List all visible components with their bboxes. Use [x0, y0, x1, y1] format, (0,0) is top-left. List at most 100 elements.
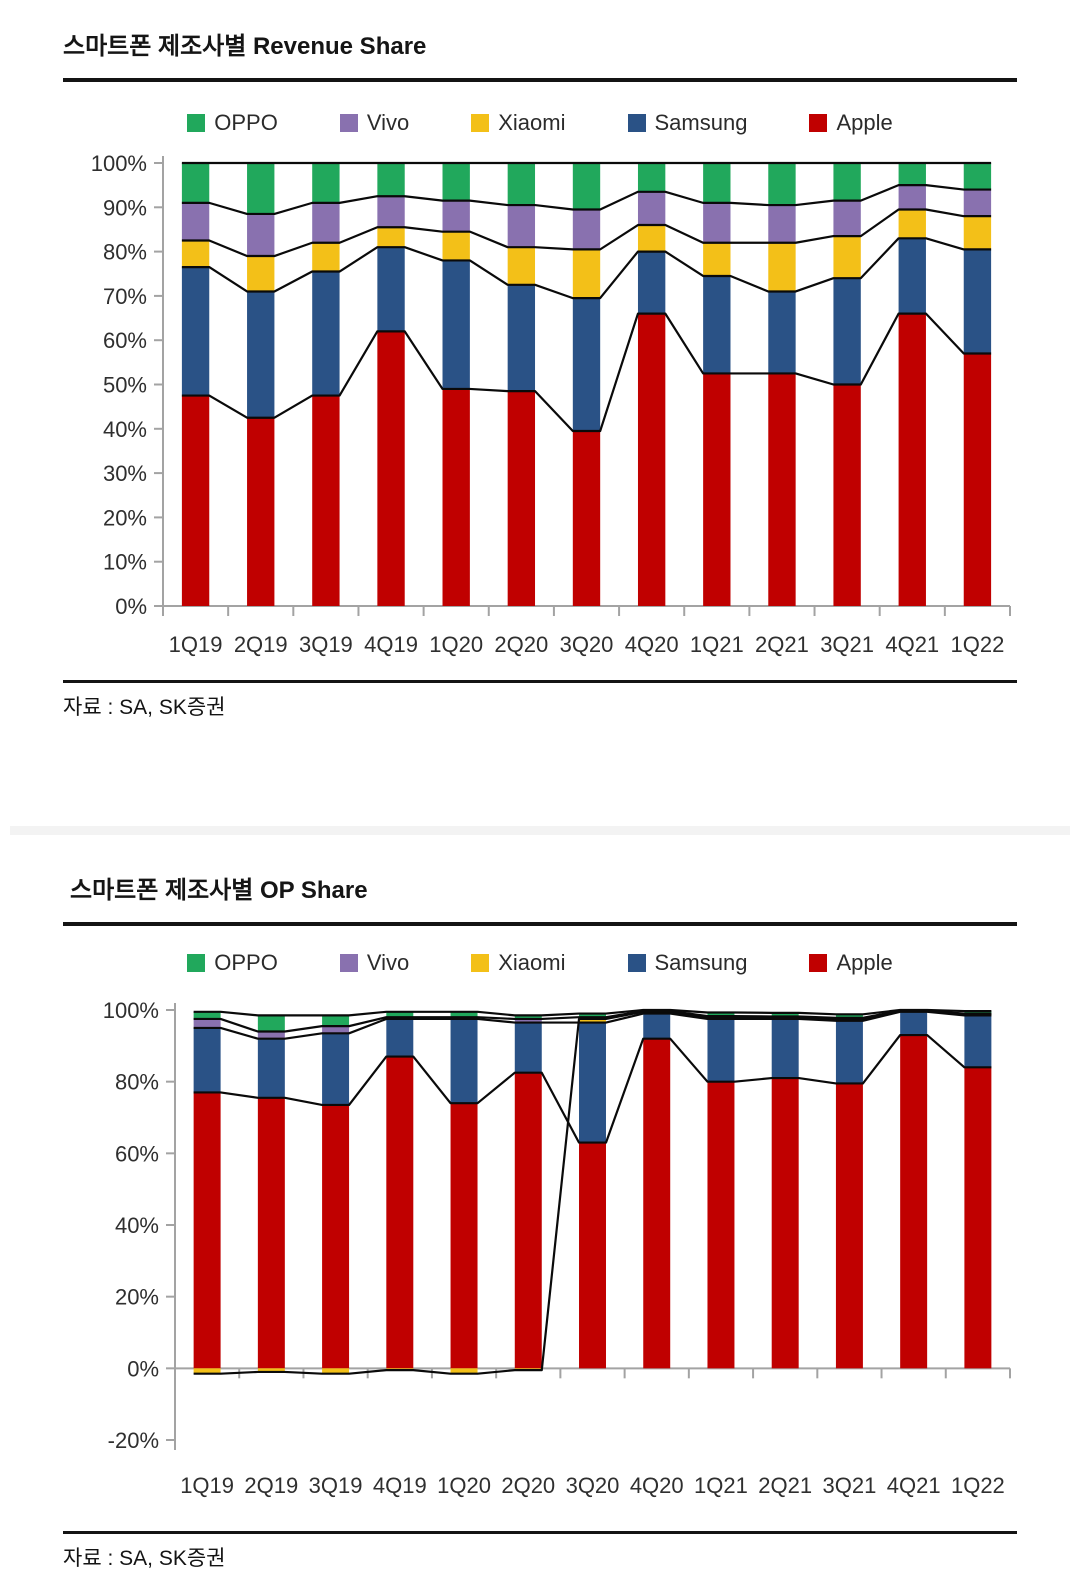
bar-segment — [835, 1083, 863, 1369]
bars-samsung — [181, 238, 992, 432]
bar-segment — [181, 163, 210, 203]
bar-segment — [507, 391, 536, 606]
bar-segment — [707, 1081, 735, 1369]
page-separator — [10, 826, 1070, 835]
op-chart-title: 스마트폰 제조사별 OP Share — [70, 877, 368, 904]
bar-segment — [898, 185, 926, 210]
bar-segment — [181, 267, 210, 396]
bar-segment — [637, 163, 666, 192]
x-tick-label: 2Q21 — [755, 632, 809, 657]
legend-item-apple: Apple — [809, 950, 893, 976]
bar-segment — [572, 163, 601, 210]
y-tick-label: 60% — [115, 1141, 159, 1166]
bar-segment — [833, 278, 861, 385]
bar-segment — [579, 1018, 606, 1023]
bar-segment — [514, 1015, 542, 1019]
legend-label: Apple — [836, 950, 893, 975]
x-tick-label: 2Q19 — [234, 632, 288, 657]
bar-segment — [964, 1015, 992, 1068]
legend-label: Samsung — [654, 110, 748, 135]
y-tick-label: 90% — [103, 195, 147, 220]
bar-segment — [507, 247, 536, 285]
y-tick-label: 80% — [115, 1070, 159, 1095]
x-tick-label: 4Q20 — [630, 1473, 684, 1498]
revenue-title-rule — [63, 78, 1017, 82]
y-axis-labels: -20% 0% 20% 40% 60% 80% 100% — [103, 998, 175, 1453]
y-tick-label: 50% — [103, 373, 147, 398]
bars-oppo — [181, 163, 992, 214]
x-tick-label: 4Q21 — [887, 1473, 941, 1498]
y-tick-label: 70% — [103, 284, 147, 309]
bar-segment — [450, 1368, 478, 1374]
legend-item-samsung: Samsung — [627, 110, 748, 136]
bar-segment — [247, 291, 275, 418]
bar-segment — [579, 1142, 606, 1369]
series-line-vivo — [181, 184, 992, 216]
bar-segment — [572, 249, 601, 299]
legend-item-xiaomi: Xiaomi — [471, 950, 566, 976]
legend-label: Xiaomi — [498, 110, 566, 135]
x-tick-label: 2Q19 — [244, 1473, 298, 1498]
x-tick-label: 1Q20 — [437, 1473, 491, 1498]
bar-segment — [898, 238, 926, 314]
legend-label: Samsung — [654, 950, 748, 975]
x-tick-label: 3Q21 — [820, 632, 874, 657]
revenue-source-rule — [63, 680, 1017, 683]
y-tick-label: 0% — [115, 594, 147, 619]
bar-segment — [247, 163, 275, 214]
legend-label: OPPO — [214, 110, 278, 135]
bar-segment — [579, 1013, 606, 1018]
y-axis-labels: 0% 10% 20% 30% 40% 50% 60% 70% 80% 90% 100% — [91, 151, 163, 619]
op-chart-legend: OPPO Vivo Xiaomi Samsung Apple — [63, 950, 1017, 976]
series-line-oppo — [193, 1008, 992, 1017]
bar-segment — [964, 1067, 992, 1369]
x-tick-label: 1Q21 — [690, 632, 744, 657]
bar-segment — [312, 271, 340, 396]
bar-segment — [257, 1038, 285, 1098]
bar-segment — [833, 200, 861, 237]
bar-segment — [450, 1103, 478, 1369]
series-line-samsung — [193, 1010, 992, 1040]
revenue-chart-title: 스마트폰 제조사별 Revenue Share — [63, 33, 427, 60]
bar-segment — [835, 1014, 863, 1018]
bar-segment — [771, 1012, 799, 1017]
bar-segment — [771, 1078, 799, 1369]
bar-segment — [507, 205, 536, 248]
bar-segment — [703, 242, 731, 276]
legend-chip-apple — [809, 114, 828, 132]
bar-segment — [193, 1368, 221, 1374]
bar-segment — [835, 1020, 863, 1084]
x-tick-label: 2Q20 — [501, 1473, 555, 1498]
bar-segment — [312, 163, 340, 203]
y-tick-label: 0% — [127, 1356, 159, 1381]
x-tick-label: 3Q19 — [299, 632, 353, 657]
x-axis-labels: 1Q19 2Q19 3Q19 4Q19 1Q20 2Q20 3Q20 4Q20 1Q21 2Q21… — [169, 632, 1005, 657]
bar-segment — [963, 216, 992, 250]
bar-segment — [643, 1013, 671, 1039]
legend-chip-oppo — [187, 954, 206, 972]
legend-chip-samsung — [627, 954, 646, 972]
bar-segment — [643, 1038, 671, 1369]
series-line-vivo — [193, 1009, 992, 1033]
bar-segment — [637, 313, 666, 606]
y-tick-label: 10% — [103, 550, 147, 575]
bar-segment — [898, 163, 926, 186]
legend-chip-xiaomi — [471, 954, 490, 972]
bar-segment — [257, 1097, 285, 1369]
legend-label: OPPO — [214, 950, 278, 975]
legend-chip-oppo — [187, 114, 206, 132]
bars-apple — [181, 313, 992, 606]
bar-segment — [833, 236, 861, 279]
bar-segment — [442, 231, 470, 261]
bar-segment — [322, 1368, 350, 1374]
legend-chip-samsung — [627, 114, 646, 132]
bar-segment — [768, 373, 796, 606]
bars-samsung — [193, 1011, 992, 1143]
legend-label: Vivo — [366, 110, 410, 135]
bars-xiaomi — [181, 209, 992, 299]
legend-chip-xiaomi — [471, 114, 490, 132]
bar-segment — [312, 395, 340, 606]
legend-label: Apple — [836, 110, 893, 135]
y-tick-label: 40% — [103, 417, 147, 442]
bar-segment — [514, 1018, 542, 1023]
